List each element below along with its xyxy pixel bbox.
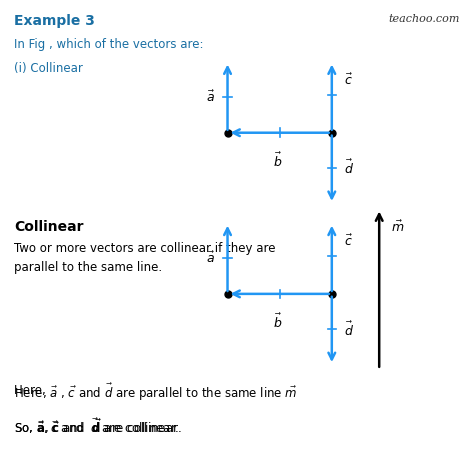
Text: $\vec{m}$: $\vec{m}$: [391, 220, 404, 235]
Text: $\vec{a}$: $\vec{a}$: [206, 90, 216, 105]
Text: $\vec{b}$: $\vec{b}$: [273, 313, 282, 331]
Text: parallel to the same line.: parallel to the same line.: [14, 261, 162, 273]
Text: $\vec{d}$: $\vec{d}$: [344, 159, 354, 177]
Text: Example 3: Example 3: [14, 14, 95, 28]
Text: Here, $\vec{a}$ , $\vec{c}$ and $\vec{d}$ are parallel to the same line $\vec{m}: Here, $\vec{a}$ , $\vec{c}$ and $\vec{d}…: [14, 382, 298, 402]
Text: So, $\mathbf{\vec{a}}$, $\mathbf{\vec{c}}$ and  $\mathbf{\vec{d}}$ are collinear: So, $\mathbf{\vec{a}}$, $\mathbf{\vec{c}…: [14, 417, 182, 436]
Text: $\vec{a}$: $\vec{a}$: [206, 251, 216, 266]
Text: teachoo.com: teachoo.com: [388, 14, 460, 24]
Text: (i) Collinear: (i) Collinear: [14, 62, 83, 74]
Text: $\vec{c}$: $\vec{c}$: [344, 234, 353, 249]
Text: Here,: Here,: [14, 384, 50, 397]
Text: $\vec{b}$: $\vec{b}$: [273, 152, 282, 170]
Text: Collinear: Collinear: [14, 220, 84, 235]
Text: Two or more vectors are collinear if they are: Two or more vectors are collinear if the…: [14, 242, 276, 255]
Text: So, $\vec{a}$, $\vec{c}$ and  $\vec{d}$ are collinear.: So, $\vec{a}$, $\vec{c}$ and $\vec{d}$ a…: [14, 417, 180, 436]
Text: In Fig , which of the vectors are:: In Fig , which of the vectors are:: [14, 38, 204, 51]
Text: $\vec{c}$: $\vec{c}$: [344, 73, 353, 88]
Text: $\vec{d}$: $\vec{d}$: [344, 320, 354, 338]
